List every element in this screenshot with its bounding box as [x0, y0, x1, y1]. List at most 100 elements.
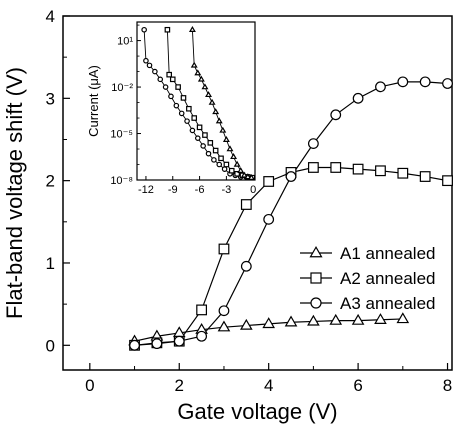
- y-tick-label: 1: [46, 254, 55, 273]
- data-point-square: [196, 304, 208, 316]
- inset-x-tick-label: -12: [138, 184, 154, 196]
- inset-data-point-triangle: [212, 108, 220, 115]
- data-point-square: [240, 199, 252, 210]
- data-point-circle: [196, 330, 208, 342]
- inset-data-point-circle: [168, 93, 174, 100]
- data-point-circle: [330, 109, 342, 121]
- inset-data-point-circle: [189, 127, 196, 134]
- inset-data-point-circle: [184, 118, 190, 124]
- inset-data-point-triangle: [190, 61, 198, 68]
- data-point-circle: [442, 78, 453, 89]
- legend-label: A3 annealed: [340, 294, 435, 313]
- x-tick-label: 2: [175, 376, 184, 395]
- data-point-circle: [285, 171, 297, 182]
- main-series-markers: [128, 76, 453, 351]
- inset-data-point-triangle: [215, 117, 223, 124]
- data-point-triangle: [284, 315, 298, 327]
- y-tick-label: 3: [46, 89, 55, 108]
- inset-data-point-triangle: [240, 171, 248, 178]
- data-point-circle: [129, 339, 140, 351]
- data-point-square: [263, 176, 275, 187]
- inset-data-point-circle: [200, 143, 206, 149]
- inset-data-point-triangle: [219, 126, 227, 133]
- inset-ticks: -12 -9 -6 -3 0 10¹ 10⁻² 10⁻⁵ 10⁻⁸: [110, 24, 256, 196]
- inset-y-tick-label: 10⁻⁵: [110, 129, 133, 141]
- data-point-circle: [419, 76, 431, 88]
- inset-data-point-circle: [194, 135, 201, 141]
- data-point-square: [397, 167, 409, 179]
- inset-data-point-square: [164, 26, 171, 33]
- main-chart: 0 2 4 6 8 0 1 2 3 4 Gate voltage (V) Flat-band vo…: [2, 7, 453, 424]
- x-axis-label: Gate voltage (V): [177, 399, 337, 424]
- data-point-circle: [151, 338, 163, 350]
- data-point-triangle: [262, 317, 275, 329]
- inset-data-point-triangle: [226, 145, 234, 152]
- legend-label: A1 annealed: [340, 244, 435, 263]
- x-tick-label: 6: [353, 376, 362, 395]
- inset-data-point-square: [175, 84, 181, 90]
- inset-data-point-circle: [157, 76, 164, 83]
- y-axis-label: Flat-band voltage shift (V): [2, 67, 27, 319]
- y-tick-label: 4: [46, 7, 55, 26]
- data-point-square: [442, 175, 453, 187]
- inset-data-point-triangle: [201, 83, 209, 90]
- inset-data-point-triangle: [208, 98, 216, 105]
- inset-data-point-circle: [141, 26, 147, 33]
- inset-plot-frame: [136, 21, 256, 181]
- inset-data-point-triangle: [197, 75, 205, 82]
- inset-data-point-square: [218, 155, 224, 162]
- data-point-square: [419, 171, 431, 182]
- inset-data-point-triangle: [247, 173, 255, 180]
- inset-data-point-square: [166, 71, 172, 78]
- inset-data-point-triangle: [233, 160, 241, 167]
- data-point-circle: [240, 260, 252, 272]
- inset-data-point-square: [207, 140, 214, 146]
- inset-data-point-square: [234, 171, 240, 177]
- inset-data-point-square: [223, 161, 230, 168]
- inset-x-tick-label: -6: [195, 184, 205, 196]
- inset-data-point-triangle: [237, 166, 245, 173]
- legend-marker-square: [310, 272, 322, 284]
- data-point-circle: [375, 81, 386, 93]
- inset-data-point-circle: [173, 102, 180, 109]
- inset-x-tick-label: -9: [168, 184, 178, 196]
- inset-data-point-triangle: [188, 26, 196, 32]
- data-point-triangle: [307, 314, 320, 326]
- inset-y-axis-label: Current (μA): [86, 65, 101, 137]
- data-point-triangle: [351, 313, 365, 325]
- main-plot-frame: [62, 15, 453, 371]
- main-ticks: 0 2 4 6 8 0 1 2 3 4: [46, 7, 453, 395]
- data-point-circle: [218, 305, 230, 317]
- inset-data-point-circle: [152, 68, 158, 75]
- data-point-circle: [352, 92, 364, 104]
- inset-data-point-circle: [143, 57, 149, 64]
- x-tick-label: 4: [264, 376, 273, 395]
- data-point-circle: [263, 213, 275, 225]
- inset-data-point-square: [212, 147, 219, 154]
- inset-data-point-square: [191, 115, 198, 121]
- inset-data-point-triangle: [230, 153, 238, 160]
- inset-data-point-triangle: [244, 173, 252, 180]
- inset-data-point-square: [202, 132, 208, 138]
- inset-data-point-square: [228, 167, 235, 174]
- data-point-triangle: [329, 313, 343, 325]
- data-point-square: [330, 162, 342, 173]
- inset-y-tick-label: 10⁻²: [111, 82, 133, 94]
- inset-x-tick-label: 0: [250, 184, 256, 196]
- inset-data-point-circle: [211, 157, 217, 163]
- inset-data-point-square: [180, 95, 187, 101]
- inset-data-point-square: [186, 105, 192, 112]
- inset-series-markers: [141, 26, 256, 181]
- inset-data-point-circle: [216, 161, 223, 168]
- data-point-square: [218, 243, 230, 255]
- x-tick-label: 8: [443, 376, 452, 395]
- inset-data-point-circle: [146, 62, 153, 69]
- y-tick-label: 0: [46, 336, 55, 355]
- inset-data-point-circle: [221, 166, 228, 172]
- data-point-square: [375, 165, 386, 177]
- data-point-square: [352, 163, 364, 175]
- inset-data-point-circle: [178, 110, 185, 117]
- inset-chart: -12 -9 -6 -3 0 10¹ 10⁻² 10⁻⁵ 10⁻⁸ Current (μA): [86, 21, 256, 196]
